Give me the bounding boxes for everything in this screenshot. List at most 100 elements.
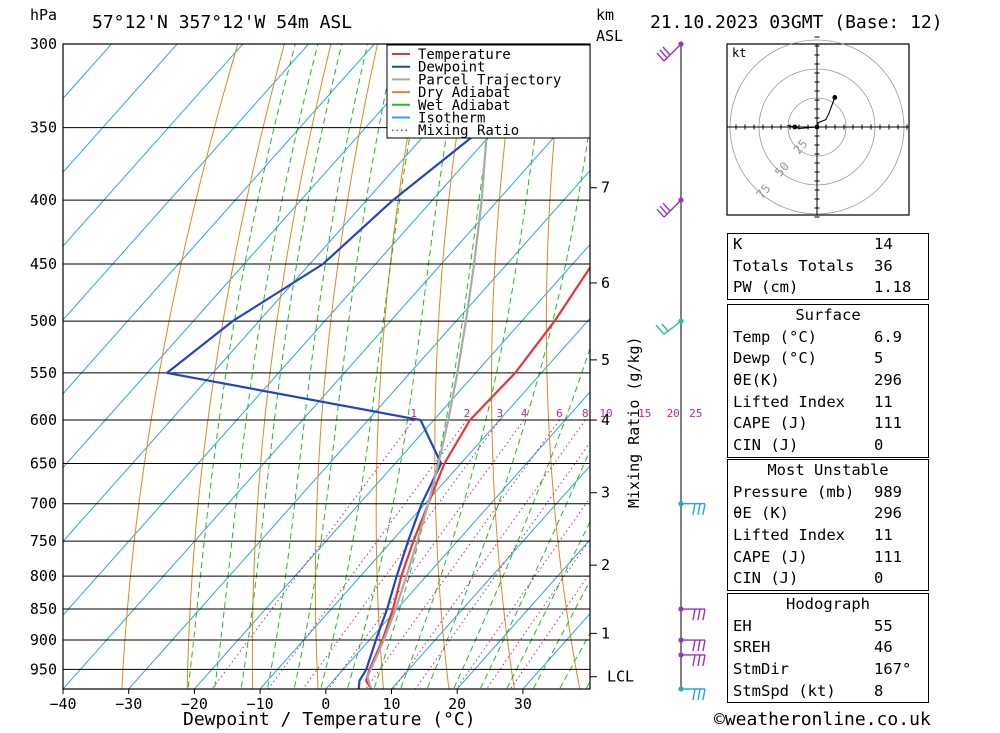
index-value: 167°	[874, 660, 912, 679]
pressure-tick-label: 550	[30, 364, 57, 382]
isotherm-line	[193, 243, 590, 689]
pressure-tick-label: 750	[30, 532, 57, 550]
x-axis-title: Dewpoint / Temperature (°C)	[183, 709, 476, 730]
index-value: 5	[874, 349, 884, 368]
wind-barb	[681, 502, 706, 515]
x-tick-label: −20	[181, 695, 208, 713]
credit-link[interactable]: ©weatheronline.co.uk	[714, 709, 931, 730]
wet-adiabat-line	[320, 44, 428, 689]
mixing-ratio-label: 15	[638, 407, 651, 420]
isotherm-line	[456, 539, 590, 689]
hodograph-section-title: Hodograph	[786, 595, 870, 613]
mixing-ratio-line	[267, 419, 468, 689]
mixing-ratio-label: 6	[556, 407, 563, 420]
km-tick-label: LCL	[607, 668, 634, 686]
mixing-ratio-label: 2	[464, 407, 471, 420]
isotherm-line	[128, 169, 590, 689]
pressure-tick-label: 950	[30, 660, 57, 678]
isotherm-line	[63, 96, 590, 689]
hodograph-unit-label: kt	[732, 46, 746, 60]
index-label: StmDir	[733, 660, 789, 679]
x-tick-label: 0	[321, 695, 330, 713]
datetime-title: 21.10.2023 03GMT (Base: 12)	[650, 12, 943, 33]
legend-label: Wet Adiabat	[418, 98, 511, 114]
x-tick-label: −40	[49, 695, 76, 713]
series-line-temperature	[365, 265, 590, 689]
pressure-tick-label: 900	[30, 631, 57, 649]
dry-adiabat-line	[121, 44, 239, 689]
index-label: Temp (°C)	[733, 327, 817, 346]
index-value: 296	[874, 371, 902, 390]
index-label: Lifted Index	[733, 392, 845, 411]
km-tick-label: 6	[601, 274, 610, 292]
index-label: θE(K)	[733, 371, 780, 390]
wind-barb	[656, 199, 682, 218]
mixing-ratio-label: 8	[582, 407, 589, 420]
x-tick-label: −10	[247, 695, 274, 713]
x-tick-label: 10	[382, 695, 400, 713]
index-label: θE (K)	[733, 504, 789, 523]
index-panel-hodograph: Hodograph EH 55 SREH 46 StmDir 167° StmSpd …	[727, 593, 929, 704]
series-line-parcel-trajectory	[366, 44, 494, 689]
index-label: PW (cm)	[733, 278, 799, 297]
index-label: CAPE (J)	[733, 414, 808, 433]
index-value: 6.9	[874, 327, 902, 346]
wet-adiabat-line	[399, 44, 549, 689]
dry-adiabat-line	[983, 44, 1000, 692]
legend-label: Parcel Trajectory	[418, 72, 561, 88]
legend-label: Dewpoint	[418, 60, 485, 76]
pressure-tick-label: 350	[30, 119, 57, 137]
mixing-ratio-label: 20	[667, 407, 680, 420]
legend-label: Dry Adiabat	[418, 85, 511, 101]
hodograph-point	[792, 124, 798, 130]
km-tick-label: 2	[601, 556, 610, 574]
plot-frame	[62, 43, 591, 690]
isotherm-line	[63, 44, 375, 395]
index-value: 296	[874, 504, 902, 523]
index-panel-surface: Surface Temp (°C) 6.9 Dewp (°C) 5 θE(K) 296…	[727, 304, 929, 458]
hodograph-trace	[816, 97, 836, 128]
hodograph-point	[832, 95, 838, 100]
mixing-ratio-line	[365, 419, 560, 689]
wet-adiabat-line	[240, 44, 343, 689]
mixing-ratio-label: 3	[497, 407, 504, 420]
wet-adiabat-line	[213, 44, 319, 689]
pressure-tick-label: 450	[30, 255, 57, 273]
x-tick-label: −30	[115, 695, 142, 713]
dry-adiabat-line	[186, 44, 285, 689]
wind-barb	[656, 43, 682, 62]
isotherm-line	[63, 44, 113, 100]
series-line-dewpoint	[165, 44, 566, 689]
wet-adiabat-line	[293, 44, 397, 689]
pressure-tick-label: 300	[30, 35, 57, 53]
index-panel-most-unstable: Most Unstable Pressure (mb) 989 θE (K) 296…	[727, 459, 929, 592]
index-value: 36	[874, 256, 893, 275]
pressure-tick-label: 400	[30, 191, 57, 209]
wet-adiabat-line	[346, 44, 463, 689]
mixing-ratio-axis-title: Mixing Ratio (g/kg)	[625, 336, 643, 508]
wind-barb	[681, 688, 706, 701]
index-value: 0	[874, 436, 884, 455]
index-value: 111	[874, 414, 902, 433]
wind-barb	[681, 608, 706, 621]
x-tick-label: 20	[448, 695, 466, 713]
mixing-ratio-label: 4	[521, 407, 528, 420]
asl-label: ASL	[596, 27, 624, 45]
index-label: Totals Totals	[733, 256, 855, 275]
dry-adiabat-line	[314, 44, 378, 689]
wet-adiabat-line	[373, 44, 503, 689]
mixing-ratio-label: 1	[410, 407, 417, 420]
index-label: K	[733, 235, 743, 253]
index-value: 111	[874, 547, 902, 566]
mixing-ratio-line	[414, 441, 590, 689]
index-panel-top: K 14 Totals Totals 36 PW (cm) 1.18	[727, 233, 929, 301]
index-value: 55	[874, 616, 893, 635]
dry-adiabat-line	[434, 44, 472, 689]
mixing-ratio-line	[327, 419, 525, 689]
index-value: 46	[874, 638, 893, 657]
pressure-tick-label: 700	[30, 495, 57, 513]
isotherm-line	[63, 44, 178, 174]
index-value: 11	[874, 526, 893, 545]
most-unstable-section-title: Most Unstable	[767, 461, 889, 479]
